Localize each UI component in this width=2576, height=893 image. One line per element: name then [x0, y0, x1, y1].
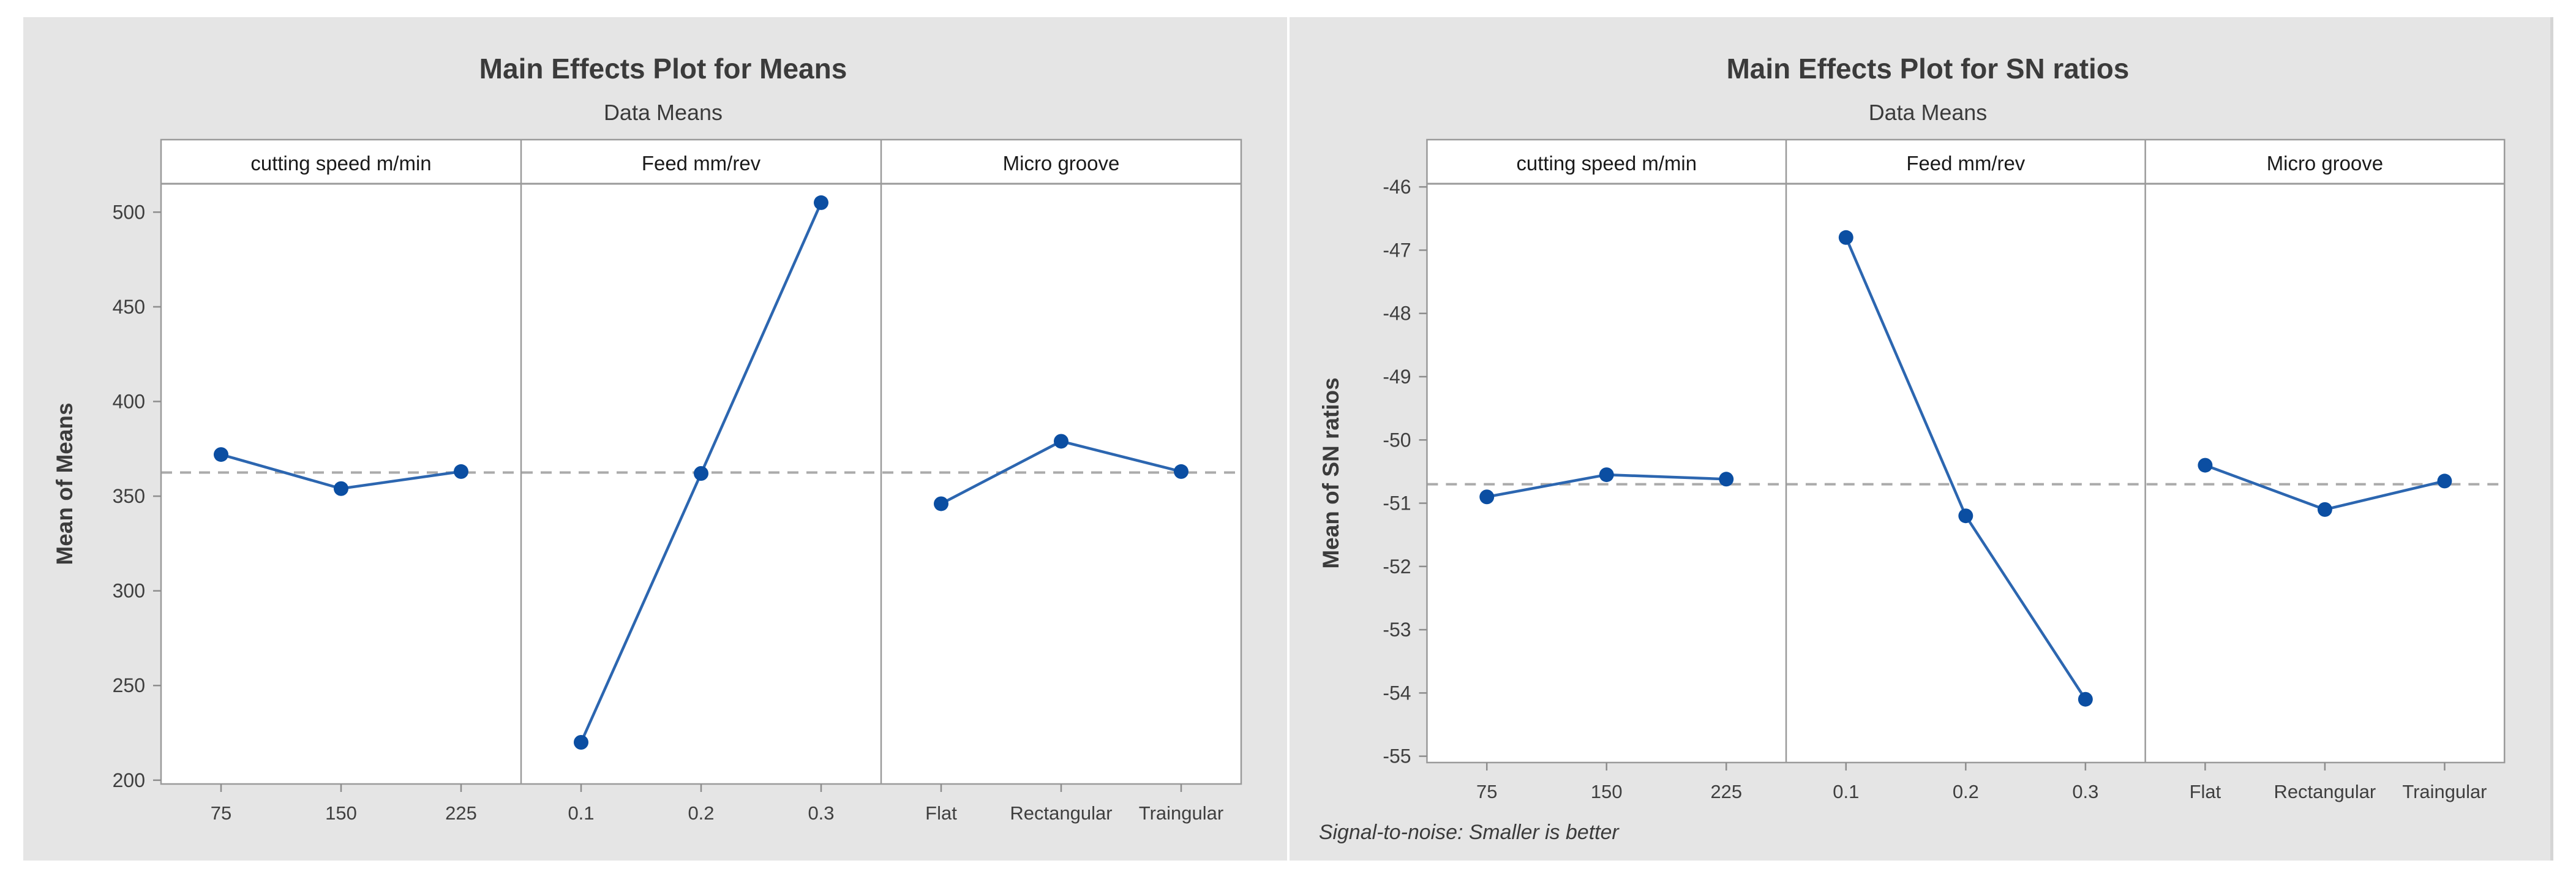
x-tick-label: Flat [2190, 781, 2221, 802]
x-tick-label: Flat [925, 802, 957, 824]
data-point [2317, 502, 2332, 517]
panel-header: Feed mm/rev [1906, 152, 2025, 175]
sn-ratios-chart-figure: -46 -47 -48 -49 -50 -51 -52 -53 -54 -55 cutting sp… [1290, 17, 2553, 861]
chart-title: Main Effects Plot for SN ratios [1727, 53, 2130, 85]
data-point [334, 481, 348, 496]
y-tick-label: -53 [1383, 619, 1411, 641]
y-tick-label: 250 [113, 674, 145, 696]
data-point [694, 465, 708, 481]
x-tick-label: 0.2 [1953, 781, 1979, 802]
data-point [1479, 489, 1495, 505]
y-tick-label: -50 [1383, 429, 1411, 451]
chart-footnote: Signal-to-noise: Smaller is better [1319, 821, 1620, 844]
data-point [1838, 230, 1853, 245]
y-axis-label: Mean of Means [52, 402, 77, 565]
y-tick-label: 500 [113, 201, 145, 223]
y-tick-label: -47 [1383, 239, 1411, 261]
data-point [2198, 458, 2213, 473]
y-tick-label: -46 [1383, 176, 1411, 198]
x-tick-label: 0.3 [2072, 781, 2098, 802]
data-point [1719, 472, 1734, 487]
panel-header: Micro groove [1003, 152, 1120, 175]
panel-header: Micro groove [2267, 152, 2383, 175]
means-chart: 500 450 400 350 300 250 200 cutting speed m/min… [52, 53, 1242, 824]
x-tick-label: 0.1 [568, 802, 594, 824]
chart-subtitle: Data Means [1869, 100, 1988, 125]
panel-header: cutting speed m/min [250, 152, 431, 175]
y-tick-label: 400 [113, 391, 145, 413]
sn-ratios-chart: -46 -47 -48 -49 -50 -51 -52 -53 -54 -55 cutting sp… [1318, 53, 2506, 844]
y-tick-label: 300 [113, 580, 145, 602]
data-point [934, 496, 948, 511]
y-tick-label: -49 [1383, 366, 1411, 388]
panel-header: cutting speed m/min [1516, 152, 1697, 175]
data-point [2437, 473, 2452, 489]
x-tick-label: Rectangular [1010, 802, 1112, 824]
panel-header: Feed mm/rev [642, 152, 761, 175]
data-point [814, 195, 828, 210]
data-point [574, 734, 588, 750]
y-axis-label: Mean of SN ratios [1318, 377, 1343, 568]
chart-subtitle: Data Means [604, 100, 723, 125]
y-tick-label: 200 [113, 769, 145, 791]
y-tick-label: -48 [1383, 303, 1411, 325]
data-point [454, 464, 468, 479]
x-tick-label: 225 [445, 802, 477, 824]
y-tick-label: 450 [113, 296, 145, 318]
x-tick-label: 150 [325, 802, 357, 824]
y-tick-label: -51 [1383, 492, 1411, 514]
x-tick-label: Traingular [2402, 781, 2487, 802]
x-tick-label: 75 [211, 802, 231, 824]
data-point [1599, 467, 1614, 483]
plot-area [161, 140, 1241, 784]
y-tick-label: -54 [1383, 682, 1411, 704]
data-point [214, 447, 228, 462]
y-tick-label: -55 [1383, 745, 1411, 767]
data-point [2078, 691, 2093, 707]
means-chart-figure: 500 450 400 350 300 250 200 cutting speed m/min… [23, 17, 1287, 861]
chart-title: Main Effects Plot for Means [479, 53, 847, 85]
x-tick-label: 0.3 [808, 802, 834, 824]
plot-area [1427, 140, 2505, 763]
x-tick-label: 0.2 [688, 802, 714, 824]
y-tick-label: -52 [1383, 556, 1411, 578]
y-tick-label: 350 [113, 485, 145, 507]
data-point [1174, 464, 1188, 479]
x-tick-label: 225 [1710, 781, 1742, 802]
x-tick-label: Rectangular [2274, 781, 2376, 802]
x-tick-label: 75 [1476, 781, 1497, 802]
data-point [1958, 508, 1973, 524]
x-tick-label: 150 [1591, 781, 1623, 802]
x-tick-label: Traingular [1139, 802, 1223, 824]
data-point [1054, 434, 1068, 449]
x-tick-label: 0.1 [1833, 781, 1859, 802]
